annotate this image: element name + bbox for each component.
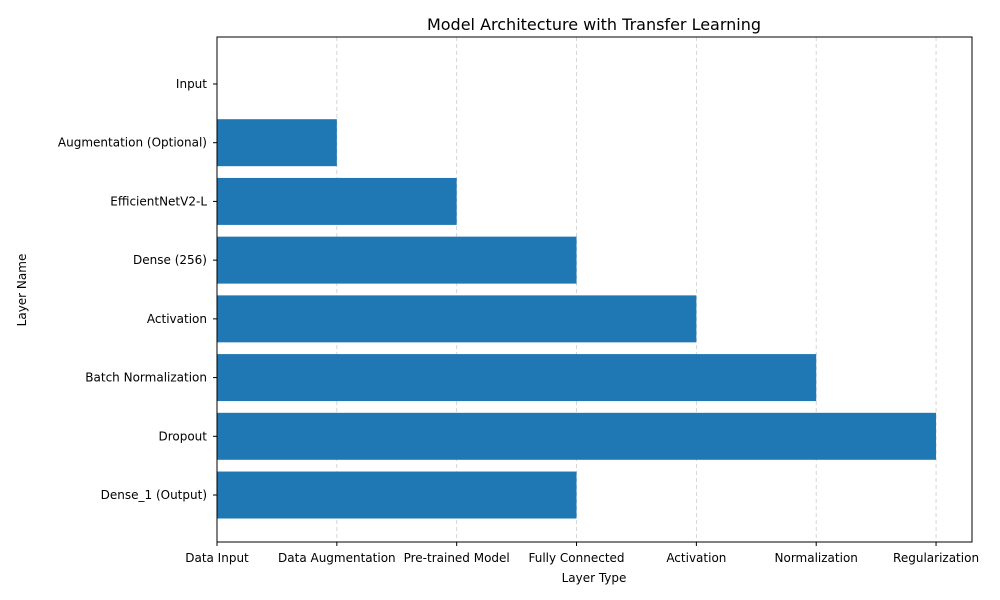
y-tick-label: Batch Normalization xyxy=(85,371,207,385)
y-tick-label: Activation xyxy=(147,312,207,326)
x-tick-label: Activation xyxy=(666,551,726,565)
bar xyxy=(217,177,457,225)
bars xyxy=(217,119,937,519)
y-tick-label: Dense_1 (Output) xyxy=(101,488,207,502)
x-axis-ticks: Data Input Data Augmentation Pre-trained M… xyxy=(185,542,979,565)
x-tick-label: Data Augmentation xyxy=(278,551,396,565)
y-tick-label: Dropout xyxy=(158,429,207,443)
chart-title: Model Architecture with Transfer Learnin… xyxy=(427,15,761,34)
grid-lines xyxy=(216,37,937,542)
bar xyxy=(217,412,937,460)
bar xyxy=(217,471,577,519)
bar xyxy=(217,295,697,343)
x-tick-label: Regularization xyxy=(893,551,979,565)
plot-frame xyxy=(216,36,973,543)
y-tick-label: Augmentation (Optional) xyxy=(58,136,207,150)
x-tick-label: Normalization xyxy=(775,551,858,565)
x-tick-label: Fully Connected xyxy=(528,551,624,565)
x-axis-label: Layer Type xyxy=(562,571,627,585)
y-axis-ticks: Input Augmentation (Optional) EfficientNet… xyxy=(58,77,217,502)
y-axis-label: Layer Name xyxy=(15,254,29,327)
y-tick-label: EfficientNetV2-L xyxy=(110,194,207,208)
x-tick-label: Data Input xyxy=(185,551,249,565)
axes-frame xyxy=(216,36,973,543)
bar xyxy=(217,236,577,284)
x-tick-label: Pre-trained Model xyxy=(404,551,510,565)
bar xyxy=(217,354,817,402)
y-tick-label: Dense (256) xyxy=(133,253,207,267)
y-tick-label: Input xyxy=(176,77,207,91)
bar xyxy=(217,119,337,167)
